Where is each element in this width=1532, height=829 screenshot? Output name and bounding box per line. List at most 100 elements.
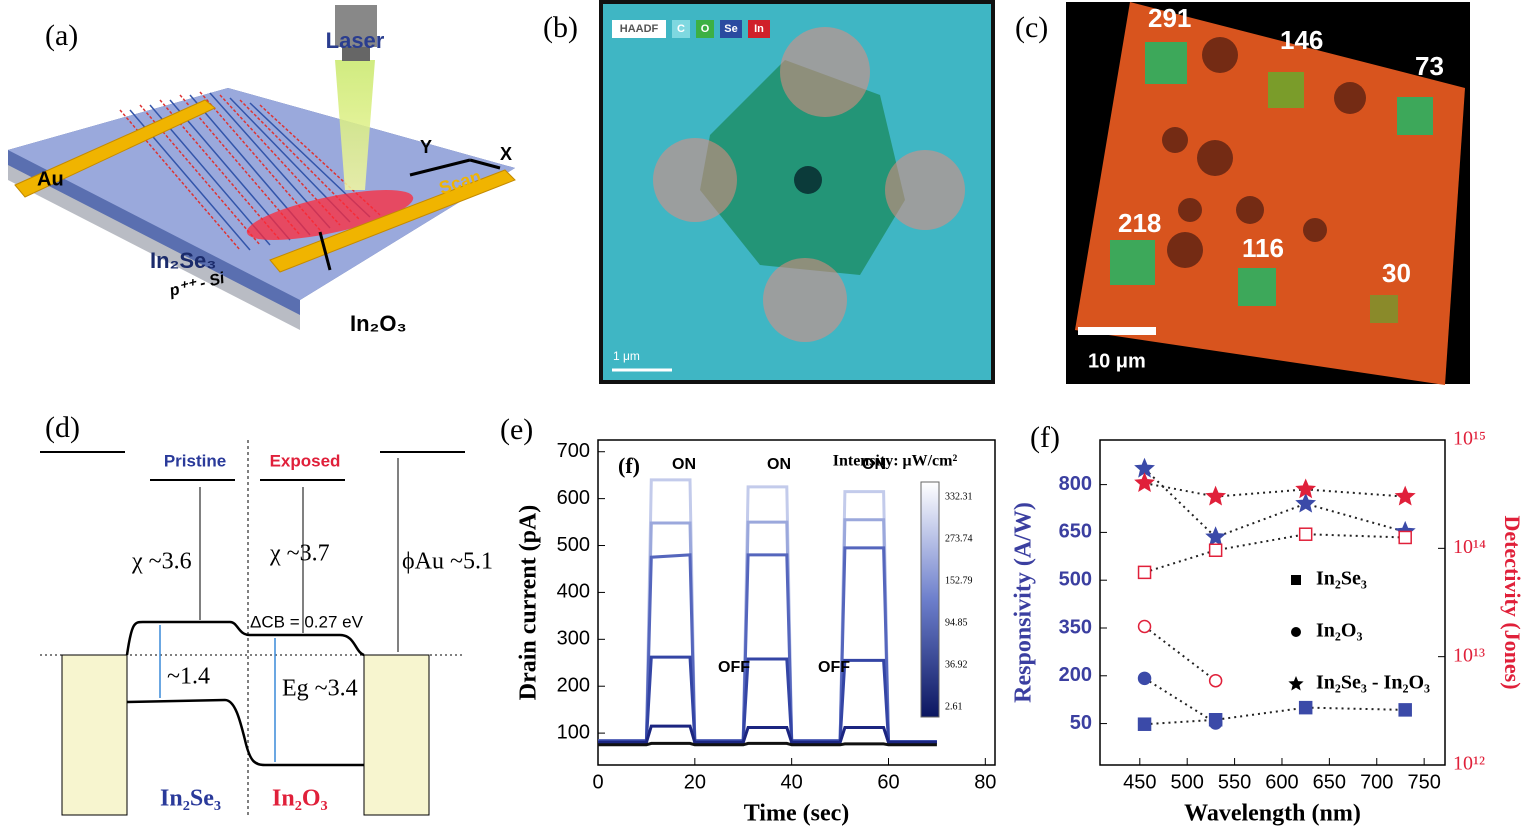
y-tick-label: 350 bbox=[1059, 616, 1092, 638]
annotation: ON bbox=[862, 456, 886, 473]
y2-tick-label: 10¹⁵ bbox=[1453, 428, 1486, 450]
x-tick-label: 60 bbox=[877, 771, 899, 793]
panel-label: (d) bbox=[45, 411, 80, 444]
panel-label: (f) bbox=[1030, 421, 1060, 454]
legend-label: In₂Se₃ - In₂O₃ bbox=[1316, 672, 1430, 694]
y-axis-label: Responsivity (A/W) bbox=[1011, 502, 1037, 703]
marker bbox=[1137, 671, 1152, 686]
marker bbox=[1208, 543, 1223, 558]
laser-label: Laser bbox=[326, 28, 385, 53]
spot-labels: 291 146 73 218 116 30 bbox=[1118, 3, 1444, 288]
y-tick-label: 400 bbox=[557, 581, 590, 603]
colorbar-label: 36.92 bbox=[945, 659, 968, 670]
laser-beam bbox=[335, 60, 375, 190]
scale-label: 1 μm bbox=[613, 349, 640, 363]
contacts bbox=[653, 27, 965, 342]
tag: In bbox=[754, 23, 764, 35]
spot-label: 116 bbox=[1242, 233, 1284, 263]
annotation: ON bbox=[672, 456, 696, 473]
phi-label: ϕAu ~5.1 bbox=[402, 549, 493, 575]
annotation: OFF bbox=[818, 659, 850, 676]
au-electrode bbox=[269, 169, 516, 273]
colorbar-label: 2.61 bbox=[945, 701, 963, 712]
y2-tick-label: 10¹³ bbox=[1453, 644, 1485, 666]
objective-tip bbox=[342, 47, 370, 61]
dark-spots bbox=[1162, 37, 1366, 268]
marker bbox=[1205, 485, 1227, 506]
y-tick-label: 800 bbox=[1059, 473, 1092, 495]
spot-label: 218 bbox=[1118, 208, 1161, 238]
panel-label: (b) bbox=[543, 11, 578, 44]
tag: O bbox=[701, 23, 710, 35]
au-label: Au bbox=[37, 168, 64, 190]
chi-label: χ ~3.6 bbox=[131, 549, 192, 575]
in2o3-label: In₂O₃ bbox=[350, 311, 407, 336]
marker bbox=[1295, 478, 1317, 499]
x-tick-label: 650 bbox=[1313, 771, 1346, 793]
marker bbox=[1208, 716, 1223, 730]
marker bbox=[1398, 703, 1412, 717]
y-tick-label: 100 bbox=[557, 721, 590, 743]
legend-marker bbox=[1291, 627, 1301, 637]
y2-tick-label: 10¹² bbox=[1453, 753, 1485, 775]
dotted-line bbox=[1144, 533, 1406, 574]
series-line bbox=[598, 741, 937, 747]
dotted-line bbox=[1144, 482, 1406, 498]
x-label: X bbox=[500, 144, 512, 164]
exposed-label: Exposed bbox=[270, 451, 341, 470]
panel-label: (c) bbox=[1015, 11, 1048, 44]
colorbar bbox=[920, 481, 940, 718]
x-tick-label: 450 bbox=[1123, 771, 1156, 793]
arrow bbox=[318, 231, 332, 271]
annotation: (f) bbox=[618, 453, 640, 478]
plot-frame bbox=[597, 439, 996, 766]
scan-arrow bbox=[409, 158, 501, 177]
legend-label: In₂Se₃ bbox=[1316, 568, 1367, 590]
scale-bar bbox=[1078, 327, 1156, 335]
x-tick-label: 550 bbox=[1218, 771, 1251, 793]
y-tick-label: 700 bbox=[557, 440, 590, 462]
gap-label: ~1.4 bbox=[167, 664, 210, 690]
y-tick-label: 500 bbox=[1059, 568, 1092, 590]
au-electrode bbox=[14, 99, 216, 198]
objective bbox=[335, 5, 377, 47]
spot-label: 146 bbox=[1280, 25, 1323, 55]
tags: HAADF C O Se In bbox=[612, 20, 770, 38]
annotation: OFF bbox=[718, 659, 750, 676]
x-tick-label: 500 bbox=[1171, 771, 1204, 793]
oxidized-region bbox=[246, 190, 414, 240]
marker bbox=[1398, 530, 1412, 545]
material-label: In₂O₃ bbox=[272, 786, 328, 812]
marker bbox=[1134, 472, 1155, 492]
colorbar-label: 152.79 bbox=[945, 575, 973, 586]
panel-c: 291 146 73 218 116 30 10 μm (c) bbox=[1015, 2, 1470, 385]
dotted-line bbox=[1143, 677, 1217, 724]
y-tick-label: 600 bbox=[557, 487, 590, 509]
y-tick-label: 200 bbox=[557, 674, 590, 696]
scale-label: 10 μm bbox=[1088, 350, 1146, 372]
material-label: In₂Se₃ bbox=[160, 786, 221, 812]
y-tick-label: 650 bbox=[1059, 521, 1092, 543]
dcb-label: ΔCB = 0.27 eV bbox=[250, 612, 364, 631]
map bbox=[1075, 2, 1465, 385]
marker bbox=[1205, 526, 1227, 547]
dotted-line bbox=[1144, 706, 1406, 726]
marker bbox=[1298, 527, 1313, 541]
x-tick-label: 40 bbox=[781, 771, 803, 793]
x-axis-label: Time (sec) bbox=[744, 801, 850, 827]
legend-label: In₂O₃ bbox=[1316, 620, 1362, 642]
panel-label: (e) bbox=[500, 413, 533, 446]
marker bbox=[1137, 619, 1152, 634]
marker bbox=[1394, 485, 1416, 506]
spots bbox=[1110, 42, 1433, 323]
colorbar-label: 273.74 bbox=[945, 533, 973, 544]
colorbar-label: 94.85 bbox=[945, 617, 968, 628]
y-tick-label: 50 bbox=[1070, 712, 1092, 734]
panel-b: HAADF C O Se In 1 μm (b) bbox=[543, 0, 995, 384]
conduction-band bbox=[125, 620, 365, 657]
tag: Se bbox=[724, 23, 737, 35]
y-tick-label: 200 bbox=[1059, 664, 1092, 686]
y2-axis-label: Detectivity (Jones) bbox=[1500, 515, 1525, 689]
spot-label: 73 bbox=[1415, 51, 1444, 81]
x-tick-label: 20 bbox=[684, 771, 706, 793]
